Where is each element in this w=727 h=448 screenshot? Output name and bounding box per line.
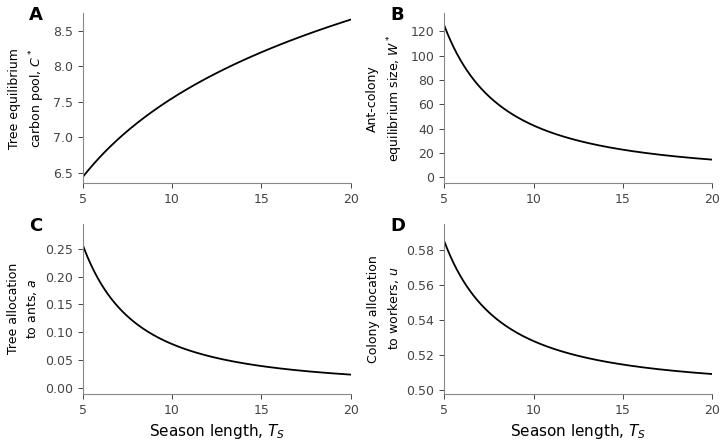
X-axis label: Season length, $T_S$: Season length, $T_S$ bbox=[510, 422, 646, 441]
Text: A: A bbox=[29, 6, 43, 24]
Y-axis label: Colony allocation
to workers, $u$: Colony allocation to workers, $u$ bbox=[367, 255, 401, 362]
Y-axis label: Tree equilibrium
carbon pool, $C^*$: Tree equilibrium carbon pool, $C^*$ bbox=[8, 48, 47, 149]
Text: C: C bbox=[29, 217, 42, 235]
Y-axis label: Tree allocation
to ants, $a$: Tree allocation to ants, $a$ bbox=[7, 263, 39, 354]
Y-axis label: Ant-colony
equilibrium size, $W^*$: Ant-colony equilibrium size, $W^*$ bbox=[366, 34, 405, 162]
Text: B: B bbox=[390, 6, 404, 24]
X-axis label: Season length, $T_S$: Season length, $T_S$ bbox=[148, 422, 285, 441]
Text: D: D bbox=[390, 217, 406, 235]
